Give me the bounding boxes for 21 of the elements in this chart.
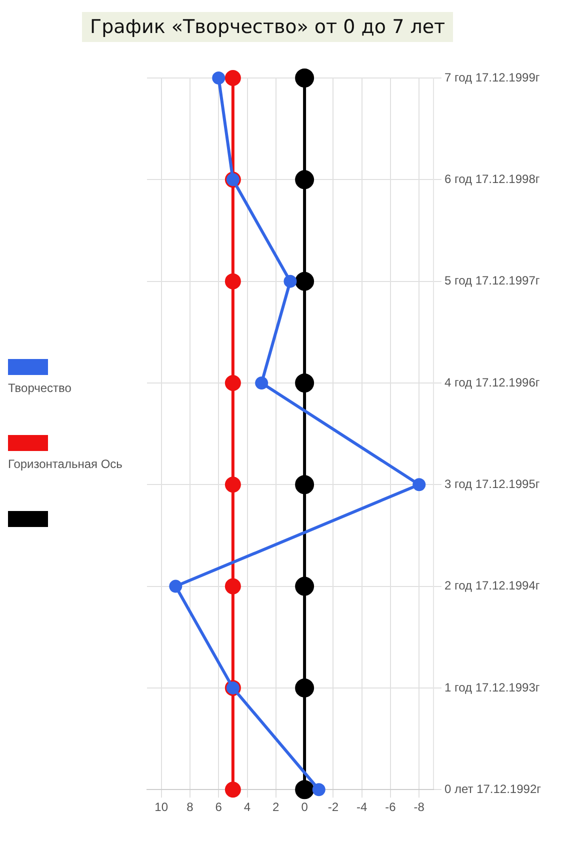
- y-tick-label: 1 год 17.12.1993г: [444, 680, 540, 694]
- y-tick-label: 3 год 17.12.1995г: [444, 476, 540, 491]
- x-tick-label: 6: [215, 800, 222, 814]
- y-tick-label: 7 год 17.12.1999г: [444, 70, 540, 84]
- x-tick-label: -6: [385, 800, 396, 814]
- x-tick-label: 8: [186, 800, 194, 814]
- x-tick-label: 0: [301, 800, 308, 814]
- x-tick-label: 2: [272, 800, 280, 814]
- x-tick-label: -2: [328, 800, 339, 814]
- legend-label: Горизонтальная Ось: [8, 457, 122, 471]
- x-tick-label: -4: [356, 800, 368, 814]
- y-tick-label: 6 год 17.12.1998г: [444, 172, 540, 186]
- chart-title: График «Творчество» от 0 до 7 лет: [82, 12, 454, 42]
- legend-label: Творчество: [8, 381, 72, 395]
- x-tick-label: -8: [414, 800, 425, 814]
- y-tick-label: 0 лет 17.12.1992г: [444, 782, 542, 796]
- x-tick-label: 10: [154, 800, 168, 814]
- y-tick-label: 2 год 17.12.1994г: [444, 578, 540, 593]
- y-tick-label: 4 год 17.12.1996г: [444, 375, 540, 390]
- y-tick-label: 5 год 17.12.1997г: [444, 274, 540, 288]
- x-tick-label: 4: [244, 800, 251, 814]
